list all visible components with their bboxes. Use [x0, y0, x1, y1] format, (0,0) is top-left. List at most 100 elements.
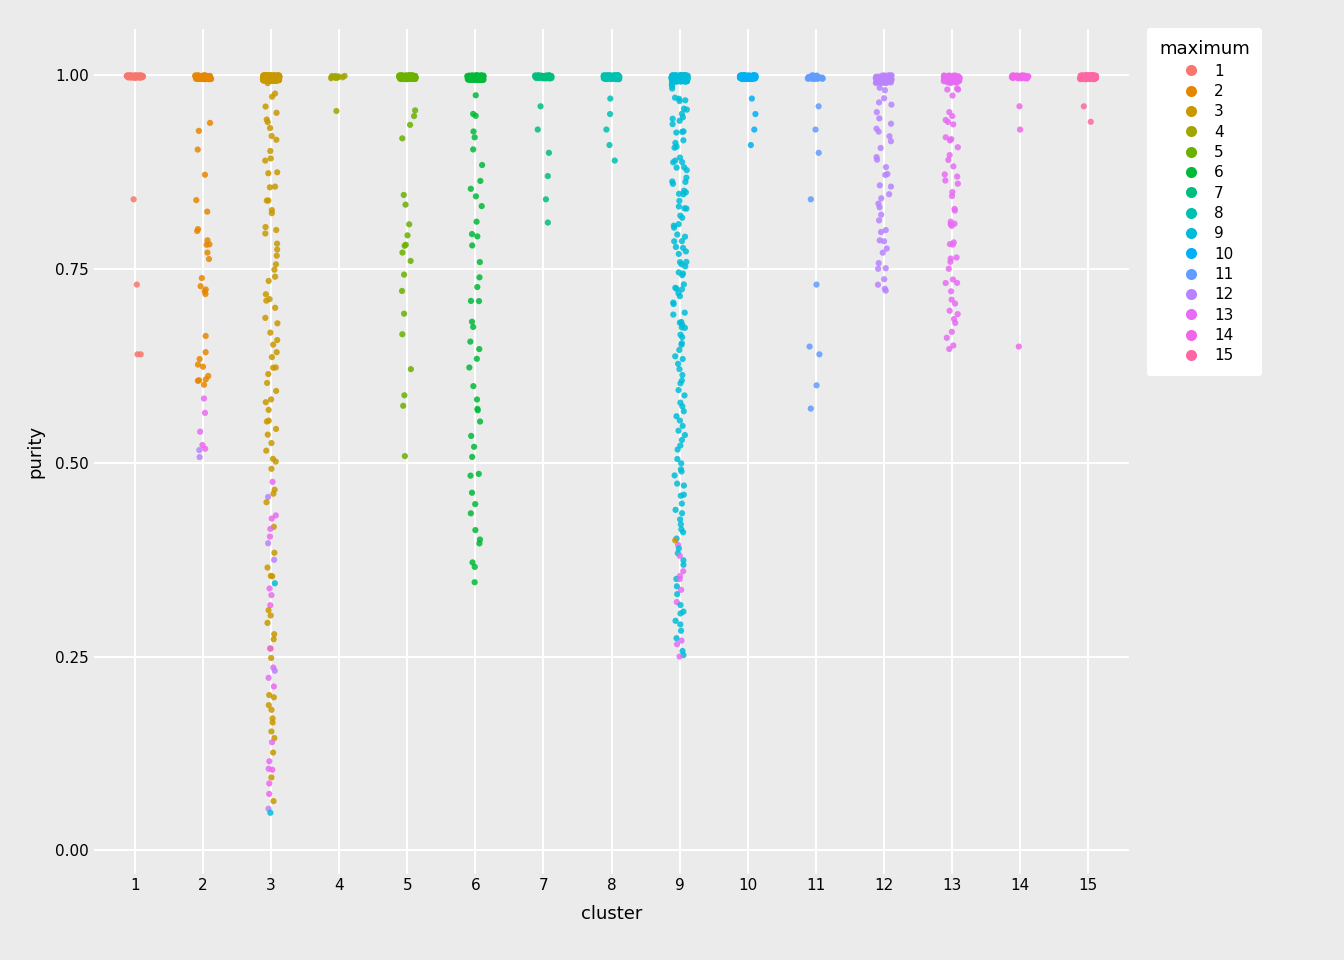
Point	[668, 69, 689, 84]
Point	[333, 68, 355, 84]
Point	[472, 69, 493, 84]
Point	[395, 71, 417, 86]
Point	[265, 508, 286, 523]
Point	[535, 70, 556, 85]
Point	[1016, 70, 1038, 85]
Point	[1082, 70, 1103, 85]
Point	[258, 70, 280, 85]
Point	[669, 73, 691, 88]
Point	[259, 72, 281, 87]
Point	[190, 70, 211, 85]
Point	[401, 71, 422, 86]
Point	[1008, 68, 1030, 84]
Point	[266, 248, 288, 263]
Point	[253, 73, 274, 88]
Point	[675, 68, 696, 84]
Point	[398, 69, 419, 84]
Point	[257, 71, 278, 86]
Point	[1075, 71, 1097, 86]
Point	[663, 73, 684, 88]
Point	[607, 69, 629, 84]
Point	[1078, 71, 1099, 86]
Point	[601, 68, 622, 84]
Point	[739, 71, 761, 86]
Point	[663, 69, 684, 84]
Point	[1077, 69, 1098, 84]
Point	[1071, 68, 1093, 84]
Point	[1085, 69, 1106, 84]
Point	[263, 70, 285, 85]
Point	[1003, 69, 1024, 84]
Point	[254, 69, 276, 84]
Point	[266, 73, 288, 88]
Point	[939, 132, 961, 148]
Point	[667, 442, 688, 457]
Point	[1078, 68, 1099, 84]
Point	[667, 227, 688, 242]
Point	[257, 375, 278, 391]
Point	[261, 129, 282, 144]
Point	[665, 135, 687, 151]
Point	[1011, 70, 1032, 85]
Point	[738, 69, 759, 84]
Point	[257, 68, 278, 84]
Point	[460, 334, 481, 349]
Point	[462, 124, 484, 139]
Point	[540, 68, 562, 84]
Point	[1086, 68, 1107, 84]
Point	[1083, 71, 1105, 86]
Point	[460, 293, 481, 308]
Point	[255, 67, 277, 83]
Point	[261, 70, 282, 85]
Point	[1070, 70, 1091, 85]
Point	[673, 68, 695, 84]
Point	[402, 70, 423, 85]
Point	[738, 70, 759, 85]
Point	[737, 69, 758, 84]
Point	[868, 255, 890, 271]
Point	[1017, 68, 1039, 84]
Point	[601, 69, 622, 84]
Point	[730, 68, 751, 84]
Point	[261, 73, 282, 88]
Point	[732, 68, 754, 84]
Point	[262, 69, 284, 84]
Point	[731, 69, 753, 84]
Point	[267, 69, 289, 84]
Point	[258, 670, 280, 685]
Point	[1013, 70, 1035, 85]
Point	[672, 71, 694, 86]
Point	[731, 71, 753, 86]
X-axis label: cluster: cluster	[581, 904, 642, 923]
Point	[396, 71, 418, 86]
Point	[730, 70, 751, 85]
Point	[266, 345, 288, 360]
Point	[129, 68, 151, 84]
Point	[743, 122, 765, 137]
Point	[1071, 68, 1093, 84]
Point	[1073, 71, 1094, 86]
Point	[735, 69, 757, 84]
Point	[466, 70, 488, 85]
Point	[259, 71, 281, 86]
Point	[194, 68, 215, 84]
Point	[1070, 70, 1091, 85]
Point	[262, 71, 284, 86]
Point	[606, 71, 628, 86]
Point	[875, 68, 896, 84]
Point	[461, 70, 482, 85]
Point	[593, 67, 614, 83]
Point	[132, 68, 153, 84]
Point	[399, 68, 421, 84]
Point	[265, 73, 286, 88]
Point	[671, 456, 692, 471]
Point	[875, 260, 896, 276]
Point	[258, 70, 280, 85]
Point	[741, 70, 762, 85]
Point	[671, 106, 692, 121]
Point	[802, 71, 824, 86]
Point	[668, 72, 689, 87]
Point	[673, 72, 695, 87]
Point	[661, 69, 683, 84]
Point	[327, 69, 348, 84]
